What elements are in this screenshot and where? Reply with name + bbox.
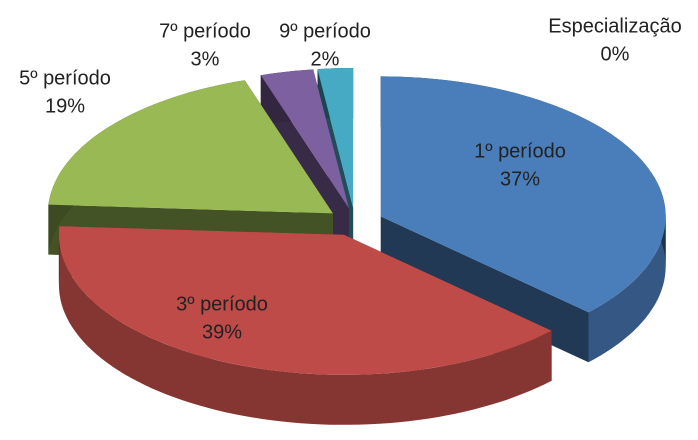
slice-value-label: 3% (191, 48, 220, 70)
slice-label: Especialização (548, 15, 681, 37)
slice-label: 3º período (176, 293, 268, 315)
slice (260, 69, 349, 209)
slice-label: 9º período (279, 20, 371, 42)
slice-value-label: 19% (45, 95, 85, 117)
slice-label: 1º período (474, 140, 566, 162)
slice-side (58, 234, 552, 425)
slice (380, 76, 666, 313)
slice (317, 68, 354, 208)
slices (48, 68, 666, 375)
slice (58, 226, 552, 375)
slice (48, 80, 333, 214)
slice-side (588, 216, 666, 363)
slice-value-label: 0% (601, 43, 630, 65)
slice-value-label: 37% (500, 168, 540, 190)
slice-label: 5º período (19, 67, 111, 89)
slice-value-label: 39% (202, 321, 242, 343)
slice-value-label: 2% (311, 48, 340, 70)
slice-label: 7º período (159, 20, 251, 42)
